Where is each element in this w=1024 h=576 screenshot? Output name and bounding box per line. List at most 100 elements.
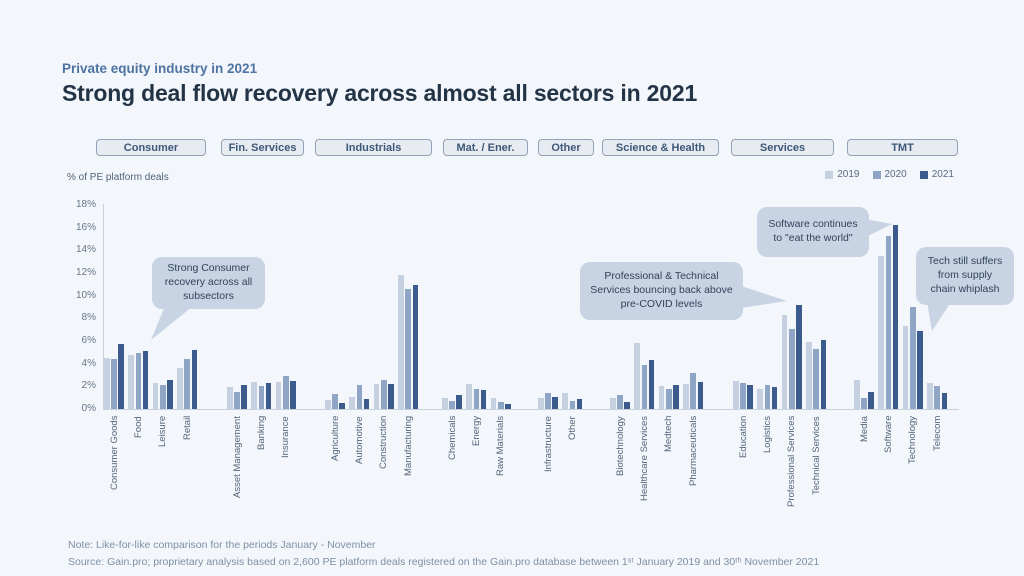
bar-insurance-2020	[283, 376, 289, 409]
callout-tail-4	[927, 302, 951, 331]
x-label-insurance: Insurance	[280, 416, 292, 458]
bar-infrastructure-2020	[545, 393, 551, 409]
y-tick-16: 16%	[75, 221, 96, 233]
sector-tab-industrials[interactable]: Industrials	[315, 139, 432, 156]
legend-label: 2020	[884, 169, 907, 180]
bar-automotive-2021	[363, 398, 370, 409]
y-tick-10: 10%	[75, 289, 96, 301]
callout-3: Software continues to "eat the world"	[757, 207, 869, 257]
bar-media-2021	[868, 392, 874, 409]
note-text: Note: Like-for-like comparison for the p…	[68, 539, 376, 551]
bar-logistics-2019	[757, 388, 763, 409]
bar-pharmaceuticals-2019	[683, 384, 689, 409]
x-label-energy: Energy	[470, 416, 482, 447]
bar-energy-2019	[466, 384, 472, 409]
bar-manufacturing-2021	[412, 285, 419, 409]
callout-tail-1	[151, 306, 193, 340]
x-label-banking: Banking	[255, 416, 267, 451]
y-tick-12: 12%	[75, 267, 96, 278]
sector-tab-consumer[interactable]: Consumer	[96, 139, 206, 156]
x-label-retail: Retail	[181, 416, 193, 441]
x-label-automotive: Automotive	[353, 416, 365, 464]
bar-construction-2019	[373, 384, 380, 409]
x-label-infrastructure: Infrastructure	[542, 416, 554, 472]
bar-media-2019	[854, 379, 860, 409]
legend-label: 2021	[931, 169, 954, 180]
x-label-pharmaceuticals: Pharmaceuticals	[687, 416, 699, 487]
x-label-chemicals: Chemicals	[446, 416, 458, 461]
sector-tab-mat-ener[interactable]: Mat. / Ener.	[443, 139, 528, 156]
callout-1: Strong Consumer recovery across all subs…	[152, 257, 265, 309]
bar-leisure-2020	[160, 385, 166, 409]
bar-education-2019	[733, 380, 739, 409]
x-label-media: Media	[858, 416, 870, 442]
legend-swatch-2019	[825, 170, 834, 179]
x-label-healthcare-services: Healthcare Services	[638, 416, 650, 502]
x-label-education: Education	[737, 416, 749, 459]
bar-technical-services-2021	[820, 339, 827, 409]
bar-manufacturing-2019	[398, 275, 404, 409]
bar-pharmaceuticals-2020	[690, 372, 696, 409]
source-text: Source: Gain.pro; proprietary analysis b…	[68, 556, 820, 568]
x-label-consumer-goods: Consumer Goods	[108, 416, 120, 491]
y-tick-6: 6%	[81, 335, 96, 346]
bar-consumer-goods-2019	[104, 358, 110, 409]
bar-consumer-goods-2020	[111, 359, 117, 409]
bar-software-2021	[892, 225, 899, 409]
bar-chemicals-2020	[449, 401, 455, 409]
bar-food-2020	[135, 353, 142, 409]
bar-energy-2020	[473, 388, 480, 409]
y-tick-14: 14%	[75, 244, 96, 256]
legend-swatch-2021	[919, 170, 928, 179]
bar-consumer-goods-2021	[118, 344, 124, 409]
bar-medtech-2019	[658, 386, 665, 409]
bar-logistics-2021	[771, 387, 778, 409]
bar-education-2021	[747, 385, 753, 409]
bar-agriculture-2021	[339, 403, 345, 409]
x-label-other: Other	[566, 416, 578, 440]
callout-4: Tech still suffers from supply chain whi…	[916, 247, 1014, 305]
bar-education-2020	[740, 382, 746, 409]
y-tick-18: 18%	[75, 199, 96, 210]
bar-raw-materials-2019	[490, 397, 497, 409]
bar-software-2020	[885, 235, 892, 409]
bar-leisure-2019	[152, 382, 159, 409]
bar-technology-2019	[902, 326, 909, 409]
bar-asset-management-2020	[234, 392, 240, 409]
bar-healthcare-services-2020	[641, 364, 648, 409]
x-label-manufacturing: Manufacturing	[402, 416, 414, 477]
bar-food-2021	[142, 351, 149, 409]
bar-insurance-2021	[290, 380, 296, 409]
sector-tab-science-health[interactable]: Science & Health	[602, 139, 719, 156]
bar-energy-2021	[480, 389, 487, 409]
x-label-medtech: Medtech	[663, 416, 675, 453]
x-label-agriculture: Agriculture	[329, 416, 341, 462]
bar-banking-2019	[251, 381, 257, 409]
y-tick-8: 8%	[81, 312, 96, 324]
y-tick-0: 0%	[81, 403, 96, 414]
sector-tab-other[interactable]: Other	[538, 139, 594, 156]
x-label-technical-services: Technical Services	[810, 416, 822, 495]
bar-other-2020	[569, 401, 576, 409]
x-label-technology: Technology	[907, 416, 919, 465]
bar-construction-2020	[381, 379, 387, 409]
sector-tab-tmt[interactable]: TMT	[847, 139, 958, 156]
bar-logistics-2020	[764, 385, 771, 409]
sector-tab-services[interactable]: Services	[731, 139, 834, 156]
x-label-construction: Construction	[378, 416, 390, 470]
bar-biotechnology-2020	[617, 395, 623, 409]
bar-technology-2020	[910, 307, 916, 409]
bar-technical-services-2020	[813, 348, 819, 409]
bar-other-2021	[576, 398, 583, 409]
x-label-biotechnology: Biotechnology	[614, 416, 626, 476]
y-axis-line	[103, 204, 104, 410]
y-axis-unit-label: % of PE platform deals	[67, 172, 169, 183]
bar-pharmaceuticals-2021	[697, 381, 704, 409]
bar-software-2019	[878, 256, 884, 409]
sector-tab-fin-services[interactable]: Fin. Services	[221, 139, 304, 156]
bar-leisure-2021	[167, 379, 173, 409]
bar-healthcare-services-2019	[634, 343, 640, 409]
x-label-professional-services: Professional Services	[786, 416, 798, 508]
bar-technical-services-2019	[806, 342, 812, 409]
bar-construction-2021	[388, 384, 394, 409]
